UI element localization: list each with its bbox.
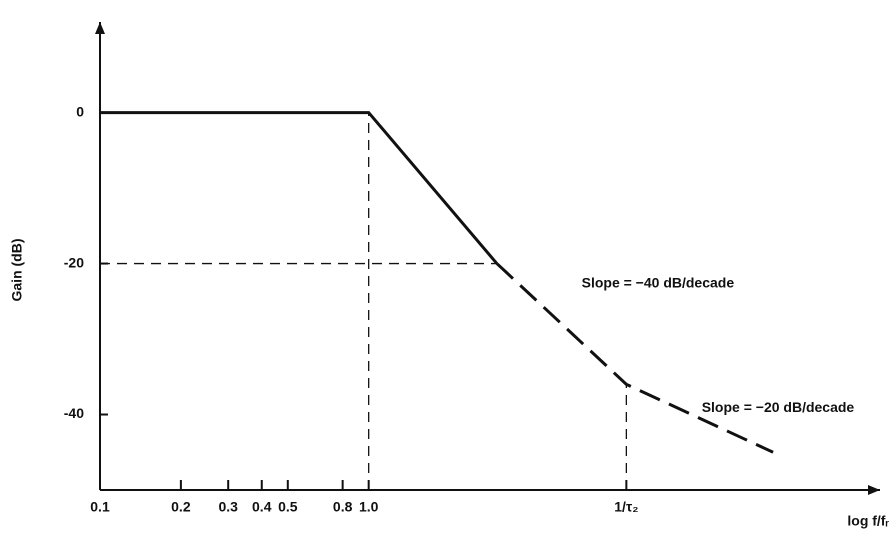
x-tick-label: 0.5: [278, 499, 298, 515]
x-tick-label: 0.8: [333, 499, 353, 515]
gain-line: [100, 113, 497, 264]
y-axis-arrow: [95, 22, 105, 34]
y-tick-label: -40: [64, 405, 84, 421]
x-axis-arrow: [868, 485, 880, 495]
slope-annotation: Slope = −20 dB/decade: [702, 399, 855, 415]
x-axis-label: log f/fᵣ: [847, 513, 889, 529]
x-tick-label: 1.0: [359, 499, 379, 515]
chart: Gain (dB) log f/fᵣ 0.1 0.2 0.3 0.4 0.5 0.8 1.0…: [0, 0, 891, 539]
y-tick-label: 0: [76, 103, 84, 119]
x-tick-label: 1/τ₂: [614, 499, 638, 515]
y-tick-label: -20: [64, 254, 84, 270]
y-axis-label: Gain (dB): [9, 239, 25, 302]
slope-annotation: Slope = −40 dB/decade: [582, 275, 735, 291]
x-tick-label: 0.2: [171, 499, 191, 515]
page: Gain (dB) log f/fᵣ 0.1 0.2 0.3 0.4 0.5 0.8 1.0…: [0, 0, 891, 539]
gain-line: [497, 264, 773, 453]
x-tick-label: 0.3: [218, 499, 238, 515]
x-tick-label: 0.1: [90, 499, 110, 515]
x-tick-label: 0.4: [252, 499, 272, 515]
